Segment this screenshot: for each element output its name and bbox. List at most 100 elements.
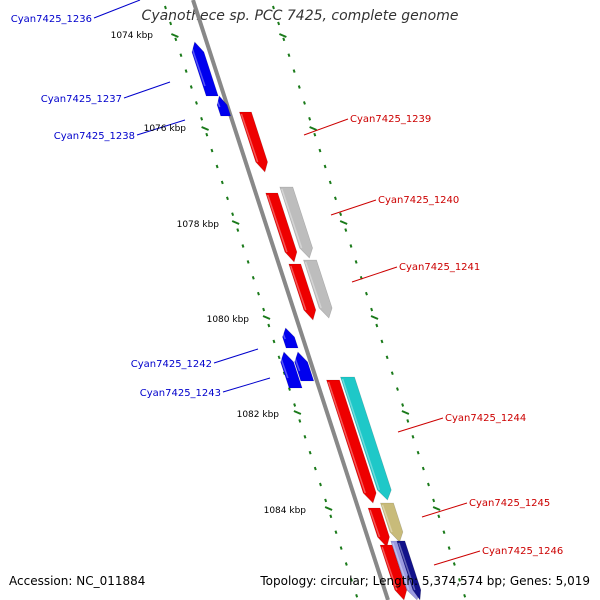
minor-tick: [354, 260, 358, 264]
minor-tick: [169, 21, 173, 26]
major-tick: [401, 410, 410, 415]
genome-backbone: [191, 0, 390, 600]
minor-tick: [313, 132, 317, 137]
genome-summary-text: Topology: circular; Length: 5,374,574 bp…: [260, 574, 590, 588]
minor-tick: [210, 148, 214, 153]
scale-label-1078: 1078 kbp: [177, 220, 220, 230]
minor-tick: [184, 69, 188, 73]
minor-tick: [344, 562, 348, 566]
minor-tick: [411, 434, 415, 439]
minor-tick: [205, 132, 209, 137]
minor-tick: [272, 5, 275, 10]
major-tick: [170, 33, 179, 38]
minor-tick: [328, 180, 332, 185]
major-tick: [309, 126, 317, 131]
callout-1245: [421, 502, 468, 518]
feature-navy-1246-shine: [398, 542, 416, 591]
accession-text: Accession: NC_011884: [9, 574, 146, 588]
gene-label-cyan7425-1244[interactable]: Cyan7425_1244: [445, 413, 526, 424]
major-tick: [339, 220, 348, 225]
gene-cyan7425-1240-shine: [267, 194, 288, 253]
minor-tick: [164, 5, 167, 10]
minor-tick: [319, 482, 322, 487]
minor-tick: [385, 355, 389, 360]
minor-tick: [355, 593, 359, 598]
feature-olive-1245-shine: [381, 504, 393, 533]
gene-label-cyan7425-1246[interactable]: Cyan7425_1246: [482, 546, 563, 557]
gene-cyan7425-1243a: [280, 351, 303, 389]
gene-label-cyan7425-1236[interactable]: Cyan7425_1236: [11, 14, 92, 25]
gene-cyan7425-1241-shine: [290, 265, 307, 311]
scale-label-1082: 1082 kbp: [237, 410, 280, 420]
gene-cyan7425-1243b: [294, 351, 315, 382]
minor-tick: [288, 387, 291, 391]
gene-cyan7425-1243b-shine: [292, 353, 301, 372]
gene-cyan7425-1238: [216, 95, 232, 117]
feature-gray-1240-shine: [281, 188, 303, 249]
gene-label-cyan7425-1245[interactable]: Cyan7425_1245: [469, 498, 550, 509]
minor-tick: [308, 450, 312, 455]
major-tick: [262, 315, 271, 320]
minor-tick: [272, 339, 276, 344]
scale-labels: 1074 kbp 1076 kbp 1078 kbp 1080 kbp 1082…: [111, 31, 307, 516]
scale-label-1080: 1080 kbp: [207, 315, 250, 325]
gene-cyan7425-1237: [191, 41, 219, 97]
major-tick: [293, 410, 302, 415]
gene-label-cyan7425-1239[interactable]: Cyan7425_1239: [350, 114, 431, 125]
minor-tick: [339, 546, 343, 550]
minor-tick: [416, 450, 420, 455]
feature-gray-1241: [303, 259, 333, 319]
gene-label-cyan7425-1240[interactable]: Cyan7425_1240: [378, 195, 459, 206]
minor-tick: [447, 546, 451, 550]
feature-olive-1245: [380, 502, 404, 543]
minor-tick: [334, 196, 337, 201]
minor-tick: [406, 419, 410, 423]
gene-features[interactable]: [189, 41, 422, 600]
tick-marks: [164, 5, 467, 598]
minor-tick: [241, 244, 245, 248]
minor-tick: [220, 180, 224, 185]
minor-tick: [277, 355, 281, 360]
minor-tick: [380, 339, 384, 344]
gene-label-cyan7425-1243[interactable]: Cyan7425_1243: [140, 388, 221, 399]
gene-cyan7425-1240: [265, 192, 298, 263]
callout-1242: [213, 348, 259, 364]
gene-cyan7425-1244: [326, 379, 377, 504]
gene-cyan7425-1244-shine: [327, 381, 366, 494]
minor-tick: [463, 593, 467, 598]
major-tick: [324, 506, 333, 511]
minor-tick: [215, 164, 219, 169]
gene-label-cyan7425-1238[interactable]: Cyan7425_1238: [54, 131, 135, 142]
minor-tick: [318, 148, 322, 153]
gene-cyan7425-1246-shine: [381, 546, 398, 591]
minor-tick: [174, 37, 178, 42]
major-tick: [432, 506, 441, 511]
minor-tick: [329, 514, 333, 519]
feature-navy-1246: [396, 540, 422, 600]
minor-tick: [375, 323, 379, 328]
minor-tick: [297, 85, 301, 89]
minor-tick: [246, 260, 250, 264]
gene-cyan7425-1245-shine: [369, 509, 381, 538]
gene-label-cyan7425-1241[interactable]: Cyan7425_1241: [399, 262, 480, 273]
minor-tick: [189, 85, 193, 89]
minor-tick: [401, 403, 405, 407]
callout-1240: [330, 199, 377, 216]
minor-tick: [313, 466, 317, 471]
gene-label-cyan7425-1242[interactable]: Cyan7425_1242: [131, 359, 212, 370]
minor-tick: [179, 53, 183, 58]
minor-tick: [267, 323, 271, 328]
minor-tick: [324, 498, 328, 503]
minor-tick: [350, 578, 353, 582]
minor-tick: [195, 101, 198, 105]
callout-1243: [222, 377, 271, 393]
minor-tick: [432, 498, 436, 503]
minor-tick: [257, 291, 260, 296]
scale-label-1074: 1074 kbp: [111, 31, 154, 41]
gene-label-cyan7425-1237[interactable]: Cyan7425_1237: [41, 94, 122, 105]
gene-labels[interactable]: Cyan7425_1236 Cyan7425_1237 Cyan7425_123…: [11, 14, 564, 557]
minor-tick: [370, 307, 374, 312]
gene-cyan7425-1239-shine: [240, 113, 259, 163]
gene-cyan7425-1238-shine: [215, 97, 221, 108]
callout-1239: [303, 118, 349, 136]
